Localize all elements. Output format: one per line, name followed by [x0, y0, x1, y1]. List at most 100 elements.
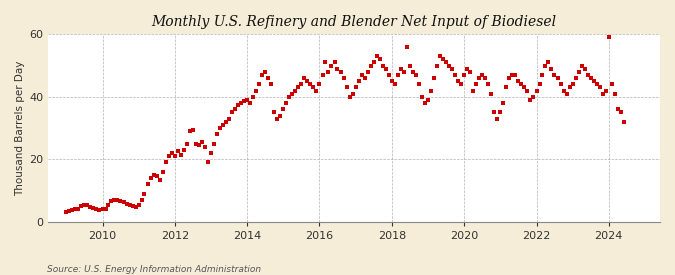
Point [354, 79, 364, 83]
Point [266, 82, 277, 87]
Point [341, 85, 352, 90]
Point [616, 110, 626, 115]
Point [317, 73, 328, 77]
Point [437, 57, 448, 62]
Point [236, 101, 246, 105]
Point [112, 198, 123, 203]
Point [558, 88, 569, 93]
Point [329, 60, 340, 65]
Point [371, 54, 382, 58]
Point [293, 85, 304, 90]
Point [61, 210, 72, 214]
Point [136, 198, 147, 202]
Point [510, 73, 520, 77]
Point [441, 60, 452, 65]
Point [453, 79, 464, 83]
Point [501, 85, 512, 90]
Point [269, 110, 279, 115]
Point [404, 63, 415, 68]
Point [464, 70, 475, 74]
Point [603, 35, 614, 40]
Point [555, 82, 566, 87]
Point [73, 207, 84, 211]
Point [76, 204, 86, 208]
Point [579, 67, 590, 71]
Point [248, 95, 259, 99]
Point [408, 70, 418, 74]
Point [130, 205, 141, 209]
Title: Monthly U.S. Refinery and Blender Net Input of Biodiesel: Monthly U.S. Refinery and Blender Net In… [151, 15, 557, 29]
Point [410, 73, 421, 77]
Point [100, 207, 111, 211]
Point [462, 67, 472, 71]
Point [122, 201, 132, 206]
Point [70, 207, 81, 211]
Point [456, 82, 466, 87]
Point [459, 73, 470, 77]
Point [549, 73, 560, 77]
Point [163, 154, 174, 158]
Point [260, 70, 271, 74]
Point [311, 88, 322, 93]
Point [299, 76, 310, 80]
Point [155, 177, 165, 182]
Point [305, 82, 316, 87]
Point [389, 82, 400, 87]
Point [591, 82, 602, 87]
Point [320, 60, 331, 65]
Point [392, 73, 403, 77]
Point [302, 79, 313, 83]
Point [278, 107, 289, 111]
Point [356, 73, 367, 77]
Point [256, 73, 267, 77]
Point [64, 209, 75, 213]
Point [323, 70, 334, 74]
Point [221, 120, 232, 124]
Point [350, 85, 361, 90]
Point [498, 101, 509, 105]
Point [423, 98, 433, 102]
Point [576, 63, 587, 68]
Point [124, 202, 135, 207]
Point [109, 198, 119, 202]
Point [489, 110, 500, 115]
Point [443, 63, 454, 68]
Point [504, 76, 515, 80]
Point [546, 67, 557, 71]
Point [188, 127, 198, 132]
Point [450, 73, 460, 77]
Point [375, 57, 385, 62]
Point [398, 70, 409, 74]
Point [200, 145, 211, 149]
Point [127, 204, 138, 208]
Point [184, 129, 195, 133]
Point [377, 63, 388, 68]
Point [190, 141, 201, 146]
Point [326, 63, 337, 68]
Point [148, 173, 159, 177]
Point [600, 88, 611, 93]
Point [215, 126, 225, 130]
Point [470, 82, 481, 87]
Point [67, 208, 78, 212]
Point [618, 120, 629, 124]
Point [537, 73, 548, 77]
Point [588, 79, 599, 83]
Point [227, 110, 238, 115]
Point [254, 82, 265, 87]
Point [211, 132, 222, 136]
Point [486, 92, 497, 96]
Point [414, 82, 425, 87]
Point [250, 88, 261, 93]
Point [287, 92, 298, 96]
Point [531, 88, 542, 93]
Point [543, 60, 554, 65]
Point [82, 203, 92, 208]
Point [182, 141, 192, 146]
Point [612, 107, 623, 111]
Point [176, 152, 186, 157]
Point [85, 205, 96, 209]
Point [97, 207, 108, 211]
Point [606, 82, 617, 87]
Point [610, 92, 620, 96]
